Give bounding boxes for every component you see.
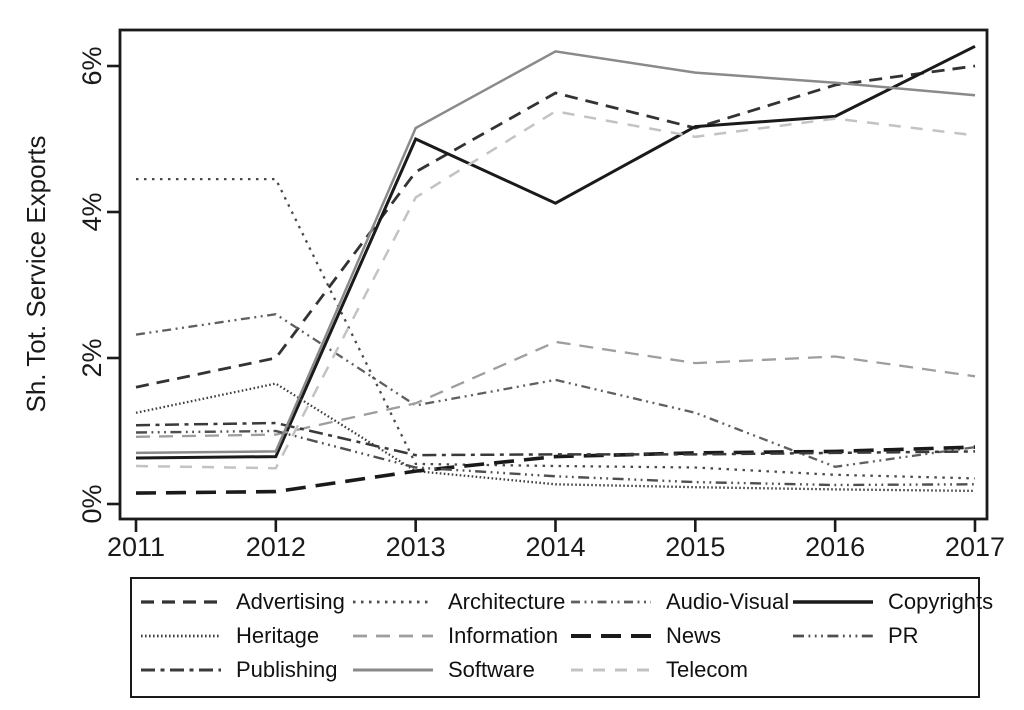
series-line-news xyxy=(135,445,976,495)
y-tick-label-2: 2% xyxy=(77,338,107,378)
series-line-copyrights xyxy=(135,44,976,460)
x-tick-label-2011: 2011 xyxy=(106,532,166,562)
legend-label-pr: PR xyxy=(888,623,919,648)
x-tick-label-2014: 2014 xyxy=(525,532,586,562)
legend-label-software: Software xyxy=(448,657,535,682)
legend-item-architecture: Architecture xyxy=(352,589,565,615)
legend-label-information: Information xyxy=(448,623,559,648)
x-tick-label-2015: 2015 xyxy=(665,532,726,562)
legend-line-sample-heritage xyxy=(141,634,221,638)
series-line-information xyxy=(135,340,976,438)
series-line-telecom xyxy=(135,109,976,470)
legend-label-copyrights: Copyrights xyxy=(888,589,994,614)
series-line-pr xyxy=(135,429,976,487)
series-line-publishing xyxy=(135,421,976,457)
legend-line-sample-copyrights xyxy=(793,600,873,604)
y-tick-label-6: 6% xyxy=(77,46,107,86)
legend-item-news: News xyxy=(570,623,721,649)
plot-border xyxy=(118,28,989,521)
series-line-heritage xyxy=(135,382,976,493)
legend-line-sample-telecom xyxy=(571,668,651,672)
legend-item-audio-visual: Audio-Visual xyxy=(570,589,789,615)
legend-label-architecture: Architecture xyxy=(448,589,566,614)
x-tick-label-2016: 2016 xyxy=(805,532,866,562)
legend-line-sample-news xyxy=(571,634,651,638)
legend-line-sample-software xyxy=(353,668,433,672)
legend-item-telecom: Telecom xyxy=(570,657,748,683)
legend-item-copyrights: Copyrights xyxy=(792,589,993,615)
legend-item-advertising: Advertising xyxy=(140,589,345,615)
legend-label-audio-visual: Audio-Visual xyxy=(666,589,790,614)
series-line-audio-visual xyxy=(135,312,976,468)
x-tick-label-2013: 2013 xyxy=(385,532,446,562)
legend-label-news: News xyxy=(666,623,722,648)
series-line-software xyxy=(135,50,976,455)
x-tick-label-2012: 2012 xyxy=(245,532,306,562)
legend-label-heritage: Heritage xyxy=(236,623,320,648)
x-tick-label-2017: 2017 xyxy=(944,532,1005,562)
legend-item-heritage: Heritage xyxy=(140,623,319,649)
legend-line-sample-architecture xyxy=(353,600,433,604)
legend-item-publishing: Publishing xyxy=(140,657,338,683)
legend-item-pr: PR xyxy=(792,623,919,649)
legend-label-telecom: Telecom xyxy=(666,657,748,682)
legend-line-sample-information xyxy=(353,634,433,638)
legend-item-information: Information xyxy=(352,623,558,649)
legend-item-software: Software xyxy=(352,657,535,683)
legend-box: Advertising Architecture Audio-Visual Copyr… xyxy=(130,577,993,698)
series-line-architecture xyxy=(136,177,976,480)
legend-line-sample-publishing xyxy=(141,668,221,672)
y-axis-title: Sh. Tot. Service Exports xyxy=(21,135,51,413)
legend-line-sample-advertising xyxy=(141,600,221,604)
legend-line-sample-pr xyxy=(793,634,873,638)
legend-line-sample-audio-visual xyxy=(571,600,651,604)
y-tick-label-4: 4% xyxy=(77,192,107,232)
series-line-advertising xyxy=(135,64,976,389)
y-tick-label-0: 0% xyxy=(77,484,107,524)
legend-label-publishing: Publishing xyxy=(236,657,338,682)
legend-label-advertising: Advertising xyxy=(236,589,345,614)
